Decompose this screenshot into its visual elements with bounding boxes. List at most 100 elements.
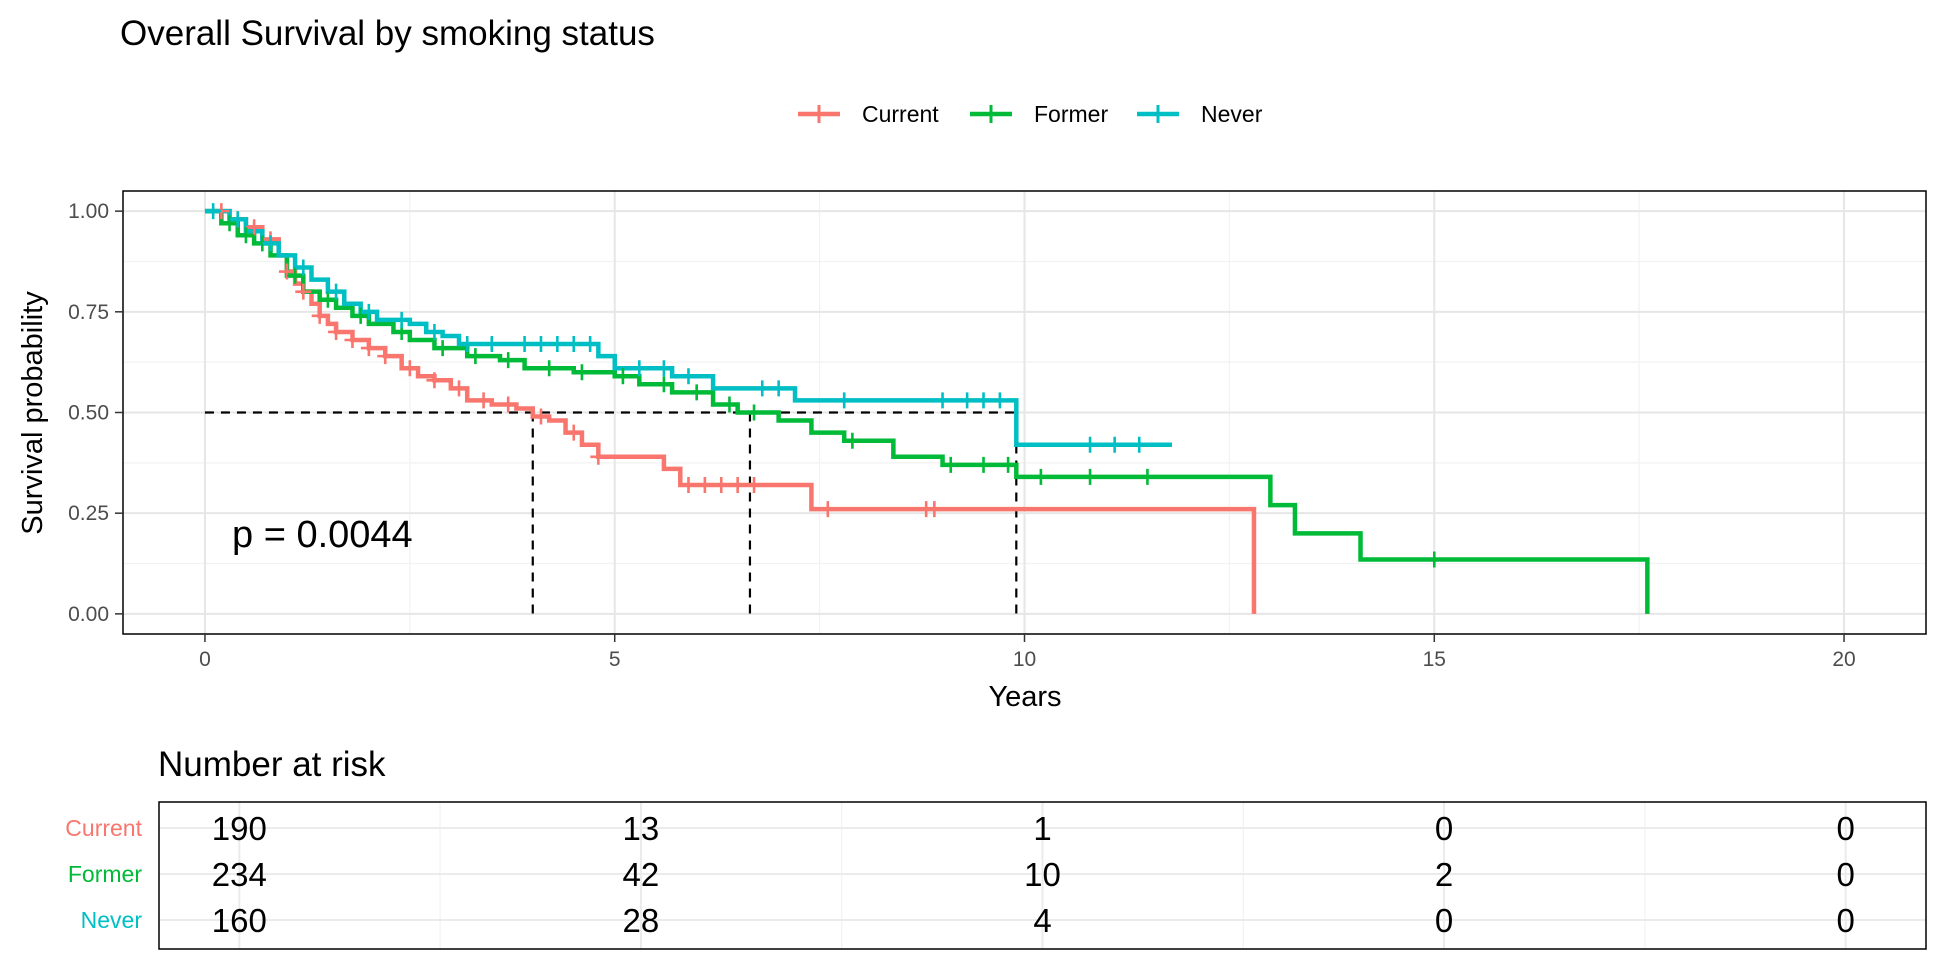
censor-mark-former — [688, 384, 705, 401]
censor-mark-former — [541, 360, 558, 377]
censor-mark-never — [934, 392, 951, 409]
censor-mark-current — [500, 396, 517, 413]
censor-mark-never — [1106, 436, 1123, 453]
censor-mark-current — [377, 348, 394, 365]
censor-mark-never — [836, 392, 853, 409]
x-tick-label: 15 — [1423, 648, 1446, 671]
x-axis: 0 5 10 15 20 — [199, 634, 1856, 671]
censor-mark-former — [319, 291, 336, 308]
censor-mark-never — [582, 336, 599, 353]
censor-mark-current — [360, 340, 377, 357]
censor-mark-current — [713, 476, 730, 493]
censor-mark-former — [352, 307, 369, 324]
censor-mark-current — [696, 476, 713, 493]
risk-cell: 190 — [212, 810, 267, 847]
censor-mark-never — [549, 336, 566, 353]
x-tick-label: 0 — [199, 648, 211, 671]
censor-mark-never — [959, 392, 976, 409]
risk-cell: 1 — [1033, 810, 1051, 847]
risk-cell: 42 — [623, 856, 660, 893]
censor-mark-never — [1082, 436, 1099, 453]
y-tick-label: 0.00 — [68, 603, 109, 626]
risk-row-label-former: Former — [68, 861, 142, 887]
censor-mark-former — [237, 227, 254, 244]
risk-row-label-current: Current — [65, 815, 142, 841]
y-axis-label: Survival probability — [17, 291, 49, 535]
censor-mark-former — [655, 376, 672, 393]
censor-mark-former — [1000, 456, 1017, 473]
censor-mark-current — [926, 501, 943, 518]
censor-mark-never — [516, 336, 533, 353]
legend-label-never: Never — [1201, 101, 1263, 127]
risk-table-border — [158, 801, 1927, 950]
censor-mark-current — [451, 380, 468, 397]
censor-mark-never — [360, 303, 377, 320]
censor-mark-never — [655, 360, 672, 377]
censor-mark-current — [295, 283, 312, 300]
censor-mark-current — [590, 448, 607, 465]
censor-mark-former — [614, 368, 631, 385]
y-axis: 0.00 0.25 0.50 0.75 1.00 — [68, 200, 123, 626]
censor-mark-never — [426, 323, 443, 340]
censor-mark-current — [344, 332, 361, 349]
censor-mark-former — [1139, 468, 1156, 485]
censor-mark-never — [565, 336, 582, 353]
censor-mark-former — [942, 456, 959, 473]
censor-mark-never — [631, 360, 648, 377]
censor-mark-never — [483, 336, 500, 353]
legend-label-former: Former — [1034, 101, 1108, 127]
censor-mark-former — [221, 215, 238, 232]
censor-mark-former — [467, 348, 484, 365]
censor-mark-never — [229, 211, 246, 228]
risk-cell: 234 — [212, 856, 267, 893]
censor-mark-never — [328, 283, 345, 300]
censor-mark-current — [311, 307, 328, 324]
censor-mark-never — [532, 336, 549, 353]
risk-cell: 0 — [1837, 856, 1855, 893]
risk-cell: 4 — [1033, 902, 1051, 939]
censor-mark-never — [975, 392, 992, 409]
y-tick-label: 1.00 — [68, 200, 109, 223]
censor-mark-former — [721, 396, 738, 413]
y-tick-label: 0.75 — [68, 301, 109, 324]
y-tick-label: 0.50 — [68, 402, 109, 425]
censor-mark-never — [680, 368, 697, 385]
risk-table-title: Number at risk — [158, 745, 386, 784]
x-tick-label: 5 — [609, 648, 621, 671]
censor-mark-current — [819, 501, 836, 518]
censor-mark-current — [565, 424, 582, 441]
censor-mark-never — [393, 311, 410, 328]
censor-mark-current — [401, 360, 418, 377]
censor-mark-former — [1426, 551, 1443, 568]
censor-mark-never — [295, 259, 312, 276]
censor-mark-current — [278, 263, 295, 280]
risk-cell: 10 — [1024, 856, 1061, 893]
censor-mark-never — [205, 203, 222, 220]
censor-mark-never — [770, 380, 787, 397]
censor-mark-former — [1082, 468, 1099, 485]
censor-mark-current — [426, 372, 443, 389]
chart-title: Overall Survival by smoking status — [120, 14, 655, 53]
x-tick-label: 10 — [1013, 648, 1036, 671]
censor-mark-former — [434, 340, 451, 357]
risk-cell: 0 — [1435, 902, 1453, 939]
risk-table-grid — [159, 802, 1926, 949]
risk-cell: 28 — [623, 902, 660, 939]
risk-cell: 0 — [1837, 902, 1855, 939]
censor-mark-current — [246, 219, 263, 236]
risk-cell: 2 — [1435, 856, 1453, 893]
risk-cell: 0 — [1837, 810, 1855, 847]
censor-marks — [205, 203, 1443, 568]
legend: Current Former Never — [798, 101, 1263, 127]
legend-label-current: Current — [862, 101, 939, 127]
censor-mark-current — [729, 476, 746, 493]
censor-mark-former — [746, 404, 763, 421]
risk-row-label-never: Never — [81, 907, 143, 933]
censor-mark-former — [573, 364, 590, 381]
censor-mark-never — [262, 235, 279, 252]
p-value-annotation: p = 0.0044 — [232, 514, 413, 556]
censor-mark-never — [991, 392, 1008, 409]
risk-cell: 160 — [212, 902, 267, 939]
censor-mark-never — [459, 336, 476, 353]
